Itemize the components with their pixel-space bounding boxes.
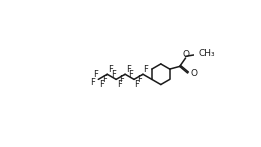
Text: F: F	[117, 80, 122, 89]
Text: F: F	[120, 75, 124, 84]
Text: O: O	[190, 69, 197, 77]
Text: F: F	[129, 70, 133, 79]
Text: F: F	[138, 75, 142, 84]
Text: F: F	[144, 65, 149, 74]
Text: F: F	[111, 70, 116, 79]
Text: F: F	[102, 75, 107, 84]
Text: F: F	[93, 70, 98, 79]
Text: CH₃: CH₃	[198, 49, 215, 58]
Text: F: F	[108, 65, 113, 74]
Text: F: F	[135, 80, 139, 89]
Text: F: F	[99, 80, 104, 89]
Text: F: F	[91, 78, 96, 87]
Text: O: O	[182, 50, 189, 59]
Text: F: F	[126, 65, 130, 74]
